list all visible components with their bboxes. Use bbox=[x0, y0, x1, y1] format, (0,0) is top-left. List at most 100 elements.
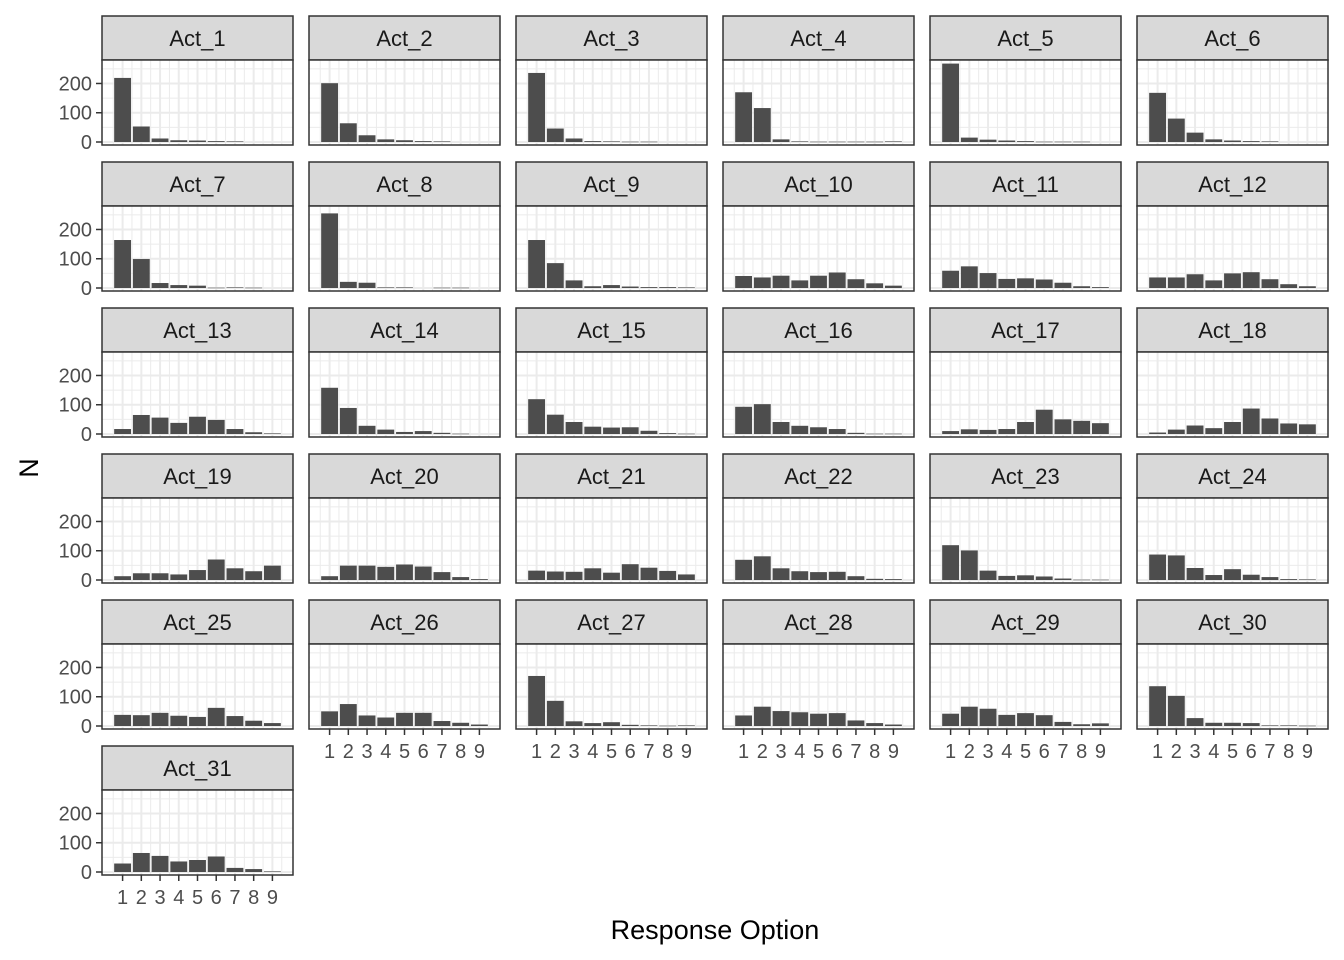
bar bbox=[433, 572, 451, 580]
y-tick-label: 0 bbox=[81, 424, 92, 446]
bar bbox=[791, 280, 809, 288]
y-tick-label: 0 bbox=[81, 132, 92, 154]
bar bbox=[1017, 713, 1034, 726]
bar bbox=[546, 414, 564, 434]
bar bbox=[884, 141, 902, 142]
bar bbox=[621, 724, 639, 726]
facet-title: Act_29 bbox=[991, 610, 1060, 635]
x-tick-label: 9 bbox=[1095, 741, 1106, 763]
facet-strip bbox=[1136, 599, 1329, 645]
bar bbox=[377, 717, 395, 726]
facet-strip bbox=[722, 453, 915, 499]
bar bbox=[1224, 569, 1241, 580]
bar bbox=[1073, 579, 1091, 581]
bar bbox=[942, 713, 960, 726]
bar bbox=[772, 422, 790, 434]
bar bbox=[132, 414, 150, 434]
facet-panel: Act_21 bbox=[515, 453, 708, 584]
bar bbox=[170, 285, 188, 288]
bar bbox=[226, 429, 244, 434]
x-tick-label: 2 bbox=[136, 887, 147, 909]
x-tick-label: 3 bbox=[775, 741, 786, 763]
y-tick-label: 0 bbox=[81, 862, 92, 884]
bar bbox=[170, 422, 188, 434]
x-tick-label: 6 bbox=[625, 741, 636, 763]
bar bbox=[1242, 408, 1260, 434]
x-tick-label: 4 bbox=[794, 741, 805, 763]
bar bbox=[979, 708, 997, 726]
bar bbox=[1091, 287, 1109, 288]
bar bbox=[132, 259, 150, 288]
facet-title: Act_30 bbox=[1198, 610, 1267, 635]
bar bbox=[433, 432, 451, 434]
bar bbox=[528, 399, 546, 434]
bar bbox=[226, 287, 244, 288]
y-tick-label: 100 bbox=[59, 249, 92, 271]
bar bbox=[640, 567, 658, 580]
bar bbox=[452, 433, 470, 435]
bar bbox=[263, 565, 281, 580]
bar bbox=[207, 287, 225, 289]
x-tick-label: 6 bbox=[418, 741, 429, 763]
bar bbox=[1035, 576, 1053, 580]
facet-panel: Act_22 bbox=[722, 453, 915, 584]
bar bbox=[321, 576, 339, 580]
bar bbox=[866, 723, 884, 726]
x-tick-label: 2 bbox=[964, 741, 975, 763]
bar bbox=[1149, 92, 1167, 142]
bar bbox=[339, 565, 357, 580]
bar bbox=[1261, 418, 1279, 434]
facet-title: Act_21 bbox=[577, 464, 646, 489]
bar bbox=[114, 77, 132, 142]
facet-title: Act_20 bbox=[370, 464, 439, 489]
x-tick-label: 9 bbox=[474, 741, 485, 763]
bar bbox=[1035, 279, 1053, 288]
bar bbox=[207, 559, 225, 580]
bar bbox=[1149, 686, 1167, 726]
bar bbox=[659, 433, 677, 434]
y-tick-label: 100 bbox=[59, 687, 92, 709]
facet-panel: Act_8 bbox=[308, 161, 501, 292]
x-tick-label: 9 bbox=[1302, 741, 1313, 763]
bar bbox=[1149, 554, 1167, 580]
bar bbox=[772, 711, 790, 726]
panel-border bbox=[722, 59, 915, 146]
x-tick-label: 7 bbox=[850, 741, 861, 763]
bar bbox=[584, 723, 602, 726]
y-tick-label: 200 bbox=[59, 219, 92, 241]
bar bbox=[979, 273, 997, 288]
bar bbox=[735, 559, 753, 580]
x-tick-label: 1 bbox=[324, 741, 335, 763]
x-tick-label: 8 bbox=[662, 741, 673, 763]
panel-border bbox=[101, 59, 294, 146]
x-axis-label: Response Option bbox=[611, 915, 820, 945]
x-tick-label: 8 bbox=[1076, 741, 1087, 763]
panel-border bbox=[1136, 497, 1329, 584]
panel-border bbox=[722, 497, 915, 584]
bar bbox=[942, 431, 960, 434]
bar bbox=[753, 277, 771, 288]
bar bbox=[1242, 574, 1260, 580]
bar bbox=[1167, 277, 1185, 288]
facet-strip bbox=[929, 453, 1122, 499]
bar bbox=[114, 240, 132, 288]
x-tick-label: 1 bbox=[1152, 741, 1163, 763]
bar bbox=[847, 576, 865, 580]
bar bbox=[207, 141, 225, 142]
bar bbox=[245, 720, 263, 726]
bar bbox=[603, 427, 620, 434]
bar bbox=[1242, 141, 1260, 142]
facet-strip bbox=[101, 15, 294, 61]
bar bbox=[396, 712, 413, 726]
bar bbox=[1261, 577, 1279, 580]
facet-title: Act_9 bbox=[583, 172, 639, 197]
facet-panel: Act_25 0 100 200 bbox=[59, 599, 294, 738]
bar bbox=[452, 287, 470, 289]
bar bbox=[828, 429, 846, 434]
facet-title: Act_31 bbox=[163, 756, 232, 781]
panel-border bbox=[929, 497, 1122, 584]
facet-panel: Act_6 bbox=[1136, 15, 1329, 146]
bar bbox=[377, 139, 395, 142]
x-tick-label: 6 bbox=[1039, 741, 1050, 763]
panel-border bbox=[929, 59, 1122, 146]
